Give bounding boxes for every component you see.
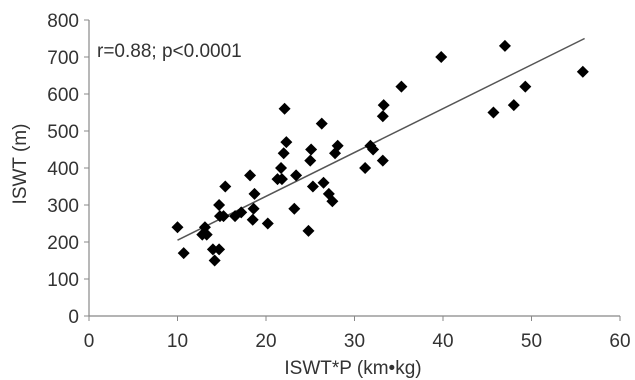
data-point <box>213 243 226 256</box>
data-point <box>519 80 532 93</box>
y-tick-label: 600 <box>47 85 79 106</box>
data-point <box>377 99 390 112</box>
x-axis-ticks: 0 10 20 30 40 50 60 <box>84 316 631 352</box>
data-point <box>177 247 190 260</box>
y-tick-label: 100 <box>47 270 79 291</box>
x-axis-title: ISWT*P (km•kg) <box>284 358 421 379</box>
data-point <box>306 180 319 193</box>
x-tick-label: 0 <box>84 331 95 352</box>
y-axis-ticks: 0 100 200 300 400 500 600 700 800 <box>47 11 89 328</box>
data-point <box>576 65 589 78</box>
data-point <box>200 228 213 241</box>
data-point <box>487 106 500 119</box>
data-point <box>208 254 221 267</box>
data-point <box>275 173 288 186</box>
x-tick-label: 20 <box>255 331 276 352</box>
trendline <box>177 37 585 241</box>
y-tick-label: 500 <box>47 122 79 143</box>
y-tick-label: 300 <box>47 196 79 217</box>
x-tick-label: 40 <box>432 331 453 352</box>
data-point <box>376 110 389 123</box>
data-point <box>498 39 511 52</box>
data-point <box>367 143 380 156</box>
data-point <box>217 210 230 223</box>
data-point <box>261 217 274 230</box>
data-point <box>435 51 448 63</box>
data-point <box>304 154 317 167</box>
y-tick-label: 200 <box>47 233 79 254</box>
data-point <box>246 213 259 226</box>
y-tick-label: 0 <box>68 307 79 328</box>
data-point <box>206 243 219 256</box>
data-point <box>275 162 288 174</box>
x-tick-label: 10 <box>167 331 188 352</box>
data-point <box>248 187 261 200</box>
data-point <box>507 99 520 112</box>
data-point <box>376 154 389 167</box>
data-point <box>278 102 291 115</box>
x-tick-label: 30 <box>344 331 365 352</box>
data-points <box>171 39 589 267</box>
y-tick-label: 700 <box>47 48 79 69</box>
data-point <box>219 180 232 193</box>
y-axis-title: ISWT (m) <box>10 124 31 205</box>
data-point <box>244 169 257 182</box>
data-point <box>395 80 408 93</box>
y-tick-label: 400 <box>47 159 79 180</box>
data-point <box>359 162 372 174</box>
data-point <box>288 202 301 215</box>
data-point <box>326 195 339 208</box>
x-tick-label: 50 <box>521 331 542 352</box>
data-point <box>302 224 315 237</box>
data-point <box>213 199 226 211</box>
data-point <box>305 143 318 156</box>
x-tick-label: 60 <box>609 331 630 352</box>
data-point <box>247 202 260 215</box>
data-point <box>277 147 290 160</box>
data-point <box>235 206 248 219</box>
correlation-annotation: r=0.88; p<0.0001 <box>97 41 242 62</box>
data-point <box>317 176 330 189</box>
data-point <box>280 136 293 149</box>
data-point <box>315 117 328 130</box>
data-point <box>331 139 344 152</box>
data-point <box>290 169 303 182</box>
y-tick-label: 800 <box>47 11 79 32</box>
data-point <box>171 221 184 234</box>
